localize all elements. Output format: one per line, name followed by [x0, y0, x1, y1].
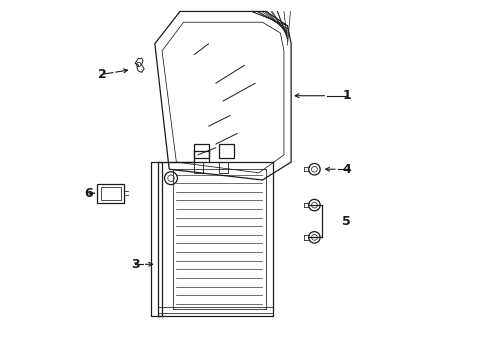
Text: 1: 1	[342, 89, 350, 102]
Text: 2: 2	[98, 68, 107, 81]
Text: 3: 3	[131, 258, 139, 271]
Bar	[219, 162, 228, 173]
Bar	[101, 187, 121, 200]
Text: 4: 4	[342, 163, 350, 176]
Text: 5: 5	[342, 215, 350, 228]
Bar	[194, 144, 209, 158]
Text: 6: 6	[84, 187, 93, 200]
Bar	[219, 144, 234, 158]
Bar	[97, 184, 124, 203]
Bar	[194, 162, 203, 173]
